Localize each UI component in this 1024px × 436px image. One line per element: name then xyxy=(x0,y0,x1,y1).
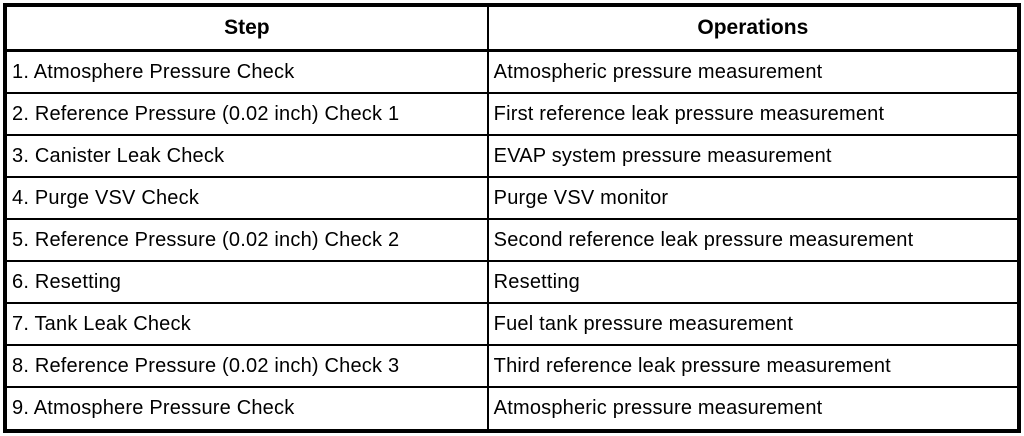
operation-cell: Purge VSV monitor xyxy=(486,176,1021,221)
step-cell: 9. Atmosphere Pressure Check xyxy=(4,386,489,432)
table-row: 8. Reference Pressure (0.02 inch) Check … xyxy=(4,344,1021,389)
operation-cell: Second reference leak pressure measureme… xyxy=(486,218,1021,263)
table-row: 7. Tank Leak Check Fuel tank pressure me… xyxy=(4,302,1021,347)
table-row: 5. Reference Pressure (0.02 inch) Check … xyxy=(4,218,1021,263)
table-row: 2. Reference Pressure (0.02 inch) Check … xyxy=(4,92,1021,137)
step-cell: 8. Reference Pressure (0.02 inch) Check … xyxy=(4,344,489,389)
step-cell: 1. Atmosphere Pressure Check xyxy=(4,49,489,95)
table-row: 3. Canister Leak Check EVAP system press… xyxy=(4,134,1021,179)
operation-cell: Fuel tank pressure measurement xyxy=(486,302,1021,347)
operation-cell: Third reference leak pressure measuremen… xyxy=(486,344,1021,389)
operation-cell: EVAP system pressure measurement xyxy=(486,134,1021,179)
operation-cell: Resetting xyxy=(486,260,1021,305)
step-cell: 2. Reference Pressure (0.02 inch) Check … xyxy=(4,92,489,137)
operation-cell: First reference leak pressure measuremen… xyxy=(486,92,1021,137)
step-cell: 6. Resetting xyxy=(4,260,489,305)
step-cell: 5. Reference Pressure (0.02 inch) Check … xyxy=(4,218,489,263)
evap-test-steps-table: Step Operations 1. Atmosphere Pressure C… xyxy=(3,3,1021,433)
table-row: 9. Atmosphere Pressure Check Atmospheric… xyxy=(4,386,1021,432)
operation-cell: Atmospheric pressure measurement xyxy=(486,386,1021,432)
table-row: 1. Atmosphere Pressure Check Atmospheric… xyxy=(4,49,1021,95)
table-header-row: Step Operations xyxy=(4,4,1021,52)
operation-cell: Atmospheric pressure measurement xyxy=(486,49,1021,95)
column-header-operations: Operations xyxy=(486,4,1021,52)
column-header-step: Step xyxy=(4,4,489,52)
step-cell: 7. Tank Leak Check xyxy=(4,302,489,347)
step-cell: 3. Canister Leak Check xyxy=(4,134,489,179)
table-row: 4. Purge VSV Check Purge VSV monitor xyxy=(4,176,1021,221)
table-row: 6. Resetting Resetting xyxy=(4,260,1021,305)
step-cell: 4. Purge VSV Check xyxy=(4,176,489,221)
